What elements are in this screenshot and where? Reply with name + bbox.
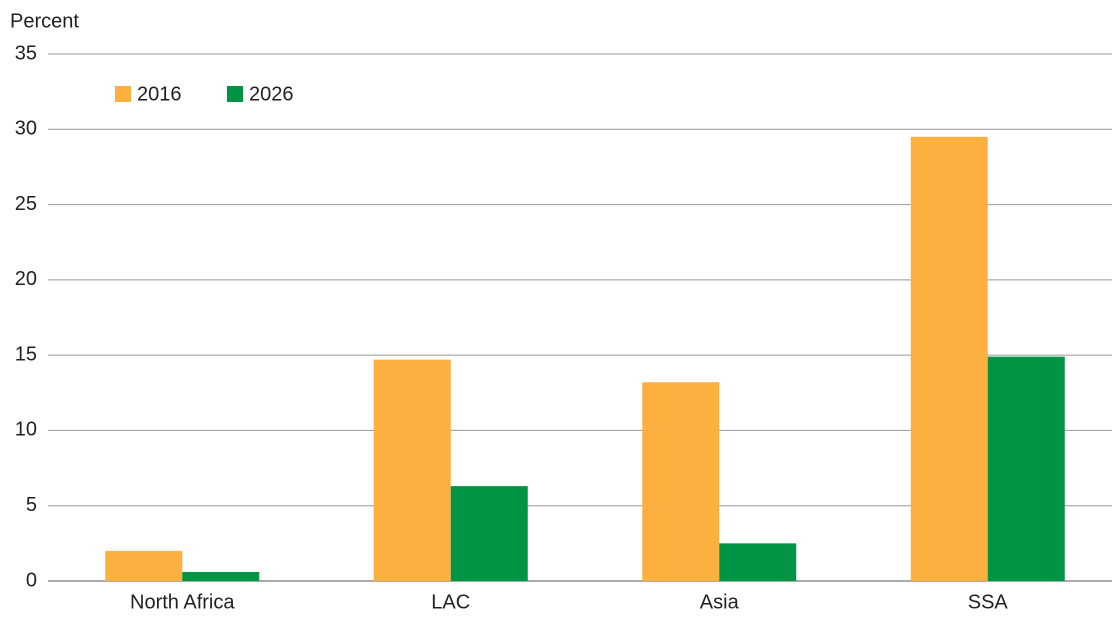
bar <box>373 359 451 581</box>
y-tick-label: 15 <box>15 343 37 365</box>
x-tick-label: LAC <box>431 591 470 613</box>
x-tick-label: North Africa <box>130 591 235 613</box>
legend-label: 2026 <box>249 83 294 105</box>
x-tick-label: Asia <box>700 591 740 613</box>
bar <box>987 356 1065 581</box>
y-tick-label: 35 <box>15 42 37 64</box>
legend-swatch <box>227 86 243 102</box>
x-tick-label: SSA <box>968 591 1009 613</box>
y-tick-label: 0 <box>26 569 37 591</box>
y-axis-label: Percent <box>10 10 79 32</box>
bar <box>719 543 797 581</box>
legend-swatch <box>115 86 131 102</box>
bar <box>105 550 183 581</box>
y-tick-label: 20 <box>15 268 37 290</box>
y-tick-label: 5 <box>26 494 37 516</box>
bar <box>910 136 988 582</box>
bar <box>182 571 260 581</box>
bar <box>450 486 528 581</box>
y-tick-label: 10 <box>15 419 37 441</box>
y-tick-label: 25 <box>15 193 37 215</box>
legend-label: 2016 <box>137 83 182 105</box>
y-tick-label: 30 <box>15 118 37 140</box>
bar <box>642 382 720 581</box>
